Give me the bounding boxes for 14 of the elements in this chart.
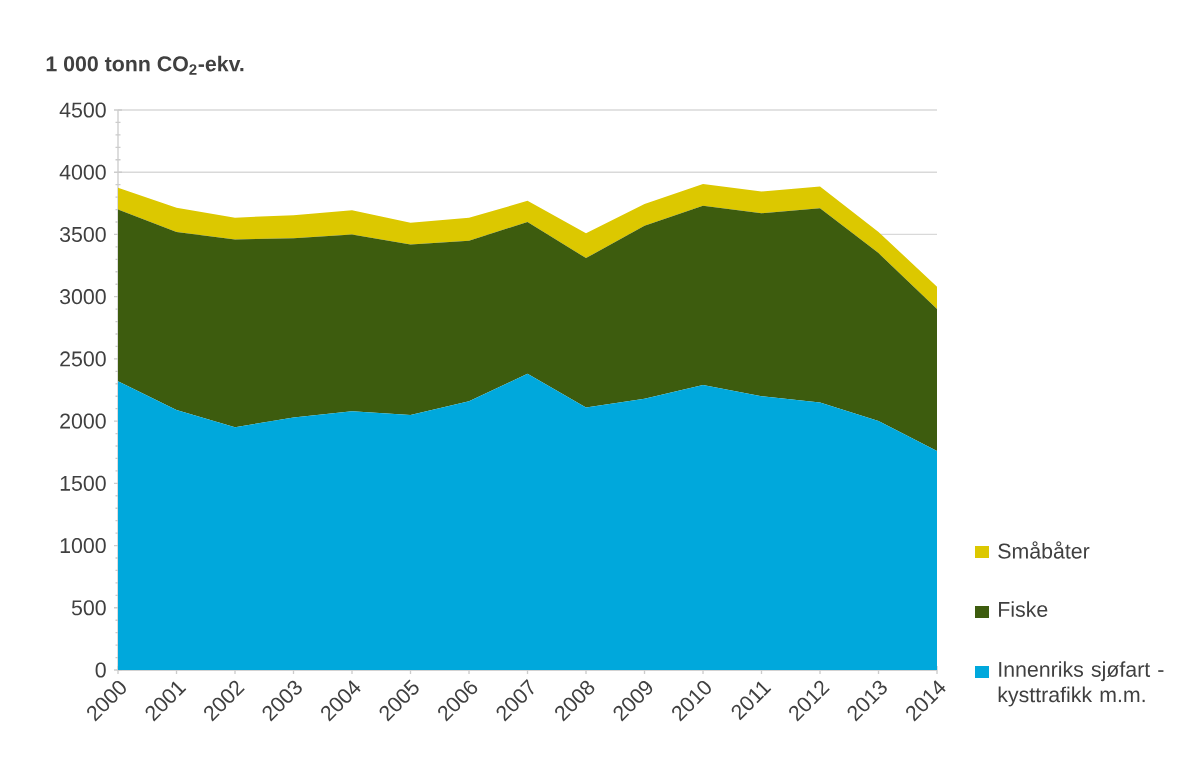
y-tick-label: 3500 xyxy=(59,226,106,242)
y-tick-label: 2500 xyxy=(60,351,106,367)
legend-label: Småbåter xyxy=(998,541,1090,559)
y-tick-label: 4500 xyxy=(59,102,106,118)
y-tick-label: 1500 xyxy=(60,475,106,491)
y-tick-label: 1000 xyxy=(60,538,106,554)
y-tick-label: 4000 xyxy=(59,164,106,180)
y-tick-label: 3000 xyxy=(59,289,106,305)
y-tick-label: 500 xyxy=(71,600,106,616)
y-axis-title: 1 000 tonn CO$_{2}$-ekv. xyxy=(46,55,244,75)
legend-label: Innenriks sjøfart - kysttrafikk m.m. xyxy=(998,661,1164,707)
y-tick-label: 0 xyxy=(95,662,106,678)
y-tick-label: 2000 xyxy=(60,413,106,429)
legend-label: Fiske xyxy=(999,601,1048,617)
